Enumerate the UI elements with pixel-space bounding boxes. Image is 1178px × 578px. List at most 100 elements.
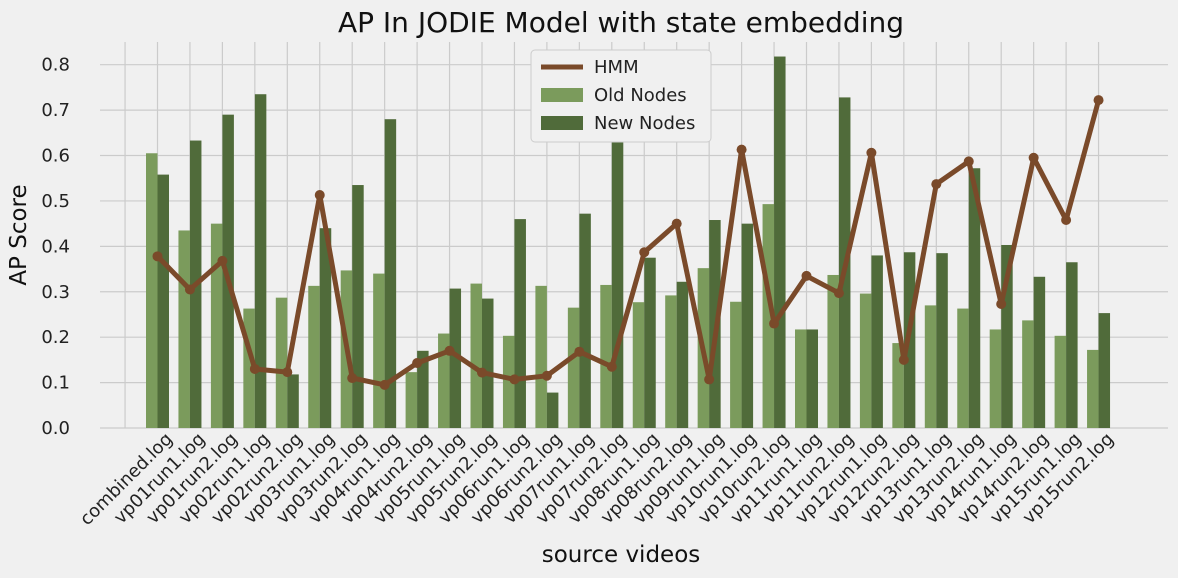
- old-nodes-bar: [762, 204, 775, 428]
- new-nodes-bar: [1001, 244, 1013, 428]
- hmm-series-line: [155, 97, 1102, 388]
- hmm-line: [152, 95, 1104, 390]
- new-nodes-bar: [417, 350, 429, 428]
- old-nodes-bar: [632, 302, 645, 428]
- hmm-point: [963, 156, 974, 167]
- hmm-point: [217, 255, 228, 266]
- old-nodes-bar: [795, 329, 807, 428]
- old-nodes-bar: [989, 329, 1002, 428]
- new-nodes-bar: [514, 219, 526, 428]
- legend-new-nodes-label: New Nodes: [594, 113, 695, 134]
- hmm-point: [1061, 215, 1072, 226]
- hmm-point: [931, 179, 942, 190]
- old-nodes-bar: [600, 284, 612, 428]
- hmm-point: [184, 284, 195, 295]
- new-nodes-bar: [384, 119, 397, 428]
- old-nodes-bar: [1087, 349, 1099, 428]
- hmm-point: [574, 346, 585, 357]
- hmm-point: [898, 354, 909, 365]
- old-nodes-bar: [470, 283, 482, 428]
- old-nodes-bar: [665, 295, 677, 428]
- old-nodes-bar: [1022, 320, 1034, 428]
- new-nodes-bar: [774, 56, 786, 428]
- new-nodes-bar: [222, 114, 234, 429]
- new-nodes-bar: [611, 76, 624, 428]
- hmm-point: [1093, 95, 1104, 106]
- old-nodes-bar: [535, 285, 547, 428]
- legend-new-nodes-swatch: [541, 116, 583, 130]
- old-nodes-bar: [178, 230, 190, 428]
- y-tick-label: 0.8: [41, 55, 70, 76]
- hmm-point: [477, 367, 487, 378]
- new-nodes-bar: [482, 298, 494, 428]
- new-nodes-bar: [1098, 313, 1111, 428]
- legend-old-nodes-label: Old Nodes: [594, 85, 687, 106]
- y-tick-label: 0.1: [41, 373, 70, 394]
- old-nodes-bar: [859, 293, 872, 428]
- hmm-point: [671, 218, 682, 229]
- chart-title: AP In JODIE Model with state embedding: [338, 6, 904, 39]
- hmm-point: [833, 288, 844, 299]
- old-nodes-bar: [243, 308, 255, 428]
- hmm-point: [249, 363, 260, 374]
- y-tick-label: 0.2: [41, 327, 70, 348]
- new-nodes-bar: [871, 255, 883, 428]
- new-nodes-bar: [254, 94, 267, 429]
- new-nodes-bar: [319, 228, 332, 428]
- y-tick-label: 0.5: [41, 191, 70, 212]
- hmm-point: [444, 345, 455, 356]
- y-tick-label: 0.6: [41, 146, 70, 167]
- y-tick-label: 0.7: [41, 100, 70, 121]
- new-nodes-bar: [579, 213, 591, 428]
- hmm-point: [736, 144, 747, 155]
- hmm-point: [769, 318, 780, 329]
- y-axis-ticks: 0.0 0.1 0.2 0.3 0.4 0.5 0.6 0.7 0.8: [41, 55, 70, 439]
- hmm-point: [606, 361, 617, 372]
- new-nodes-bar: [1033, 276, 1046, 428]
- hmm-point: [639, 247, 650, 258]
- new-nodes-bar: [352, 185, 364, 428]
- new-nodes-bar: [1066, 262, 1078, 428]
- x-axis-label: source videos: [542, 542, 701, 568]
- old-nodes-bar: [827, 274, 839, 428]
- hmm-point: [541, 370, 552, 381]
- y-tick-label: 0.3: [41, 282, 70, 303]
- new-nodes-bar: [741, 223, 754, 428]
- new-nodes-bar: [449, 288, 462, 428]
- old-nodes-bar: [502, 335, 515, 428]
- old-nodes-bar: [892, 343, 904, 428]
- new-nodes-bar: [644, 257, 656, 428]
- old-nodes-bar: [438, 333, 450, 428]
- legend: HMM Old Nodes New Nodes: [530, 49, 712, 143]
- old-nodes-bar: [373, 273, 385, 428]
- x-axis-ticks: combined.logvp01run1.logvp01run2.logvp02…: [76, 429, 1118, 530]
- old-nodes-bar: [1054, 335, 1067, 428]
- old-nodes-bar: [957, 308, 969, 428]
- old-nodes-bar: [567, 307, 580, 428]
- new-nodes-bar: [968, 168, 981, 429]
- hmm-point: [412, 358, 423, 369]
- hmm-point: [801, 270, 812, 281]
- hmm-point: [704, 374, 715, 385]
- hmm-point: [866, 147, 877, 158]
- new-nodes-bar: [157, 174, 169, 428]
- old-nodes-bar: [924, 305, 937, 428]
- old-nodes-bar: [275, 297, 288, 428]
- new-nodes-bar: [806, 329, 818, 428]
- hmm-point: [282, 367, 293, 378]
- hmm-point: [996, 299, 1007, 310]
- new-nodes-bar: [936, 253, 948, 428]
- new-nodes-bar: [676, 281, 689, 428]
- y-tick-label: 0.0: [41, 418, 70, 439]
- old-nodes-bar: [405, 372, 418, 428]
- new-nodes-bar: [546, 392, 559, 428]
- y-tick-label: 0.4: [41, 236, 70, 257]
- y-axis-label: AP Score: [6, 184, 32, 285]
- old-nodes-bar: [210, 223, 223, 428]
- legend-old-nodes-swatch: [541, 88, 583, 102]
- legend-hmm-label: HMM: [594, 57, 639, 78]
- hmm-point: [509, 374, 520, 385]
- hmm-point: [1028, 152, 1039, 163]
- hmm-point: [347, 373, 358, 384]
